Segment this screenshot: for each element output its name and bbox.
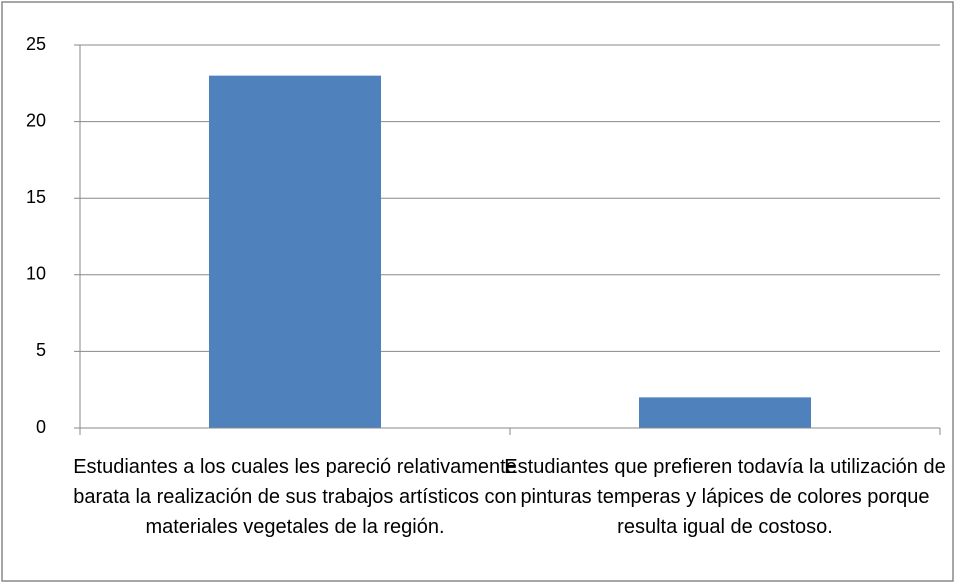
bar [209, 75, 381, 428]
x-tick-label: Estudiantes a los cuales les pareció rel… [73, 456, 517, 538]
y-tick-label: 25 [26, 34, 46, 54]
y-tick-label: 10 [26, 264, 46, 284]
y-tick-label: 5 [36, 340, 46, 360]
y-tick-label: 0 [36, 417, 46, 437]
y-tick-label: 15 [26, 187, 46, 207]
y-tick-label: 20 [26, 110, 46, 130]
x-tick-label: Estudiantes que prefieren todavía la uti… [504, 456, 946, 538]
bar [639, 397, 811, 428]
